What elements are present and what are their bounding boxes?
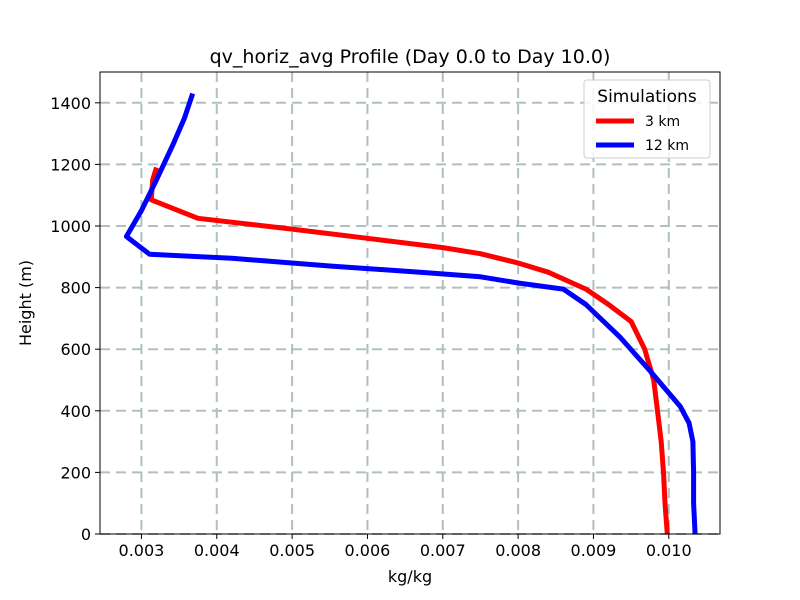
plot-area-frame	[99, 71, 721, 535]
legend-entries: 3 km 12 km	[596, 114, 689, 154]
y-tick-label: 400	[60, 402, 91, 421]
x-tick-label: 0.006	[345, 541, 391, 560]
x-tick-label: 0.004	[194, 541, 240, 560]
grid	[100, 72, 720, 535]
y-tick-label: 800	[60, 279, 91, 298]
y-axis-ticks: 0 200 400 600 800 1000 1200 1400	[50, 94, 100, 544]
x-tick-label: 0.009	[571, 541, 617, 560]
legend: Simulations 3 km 12 km	[583, 79, 711, 159]
y-tick-label: 1000	[50, 217, 91, 236]
x-tick-label: 0.010	[646, 541, 692, 560]
series-lines	[123, 92, 698, 535]
legend-box	[583, 79, 711, 159]
y-axis-label: Height (m)	[16, 260, 35, 346]
x-tick-label: 0.003	[119, 541, 165, 560]
series-line-3km	[148, 166, 670, 535]
x-axis-label: kg/kg	[388, 567, 432, 586]
x-tick-label: 0.008	[495, 541, 541, 560]
x-tick-label: 0.005	[269, 541, 315, 560]
x-tick-label: 0.007	[420, 541, 466, 560]
series-line-12km	[123, 92, 698, 535]
y-tick-label: 0	[81, 525, 91, 544]
y-tick-label: 600	[60, 340, 91, 359]
legend-label: 3 km	[645, 114, 680, 130]
chart-title: qv_horiz_avg Profile (Day 0.0 to Day 10.…	[210, 46, 611, 68]
x-axis-ticks: 0.003 0.004 0.005 0.006 0.007 0.008 0.009 0.010	[119, 534, 692, 560]
y-tick-label: 1200	[50, 155, 91, 174]
legend-title: Simulations	[597, 87, 697, 107]
y-tick-label: 1400	[50, 94, 91, 113]
legend-label: 12 km	[645, 138, 689, 154]
y-tick-label: 200	[60, 463, 91, 482]
